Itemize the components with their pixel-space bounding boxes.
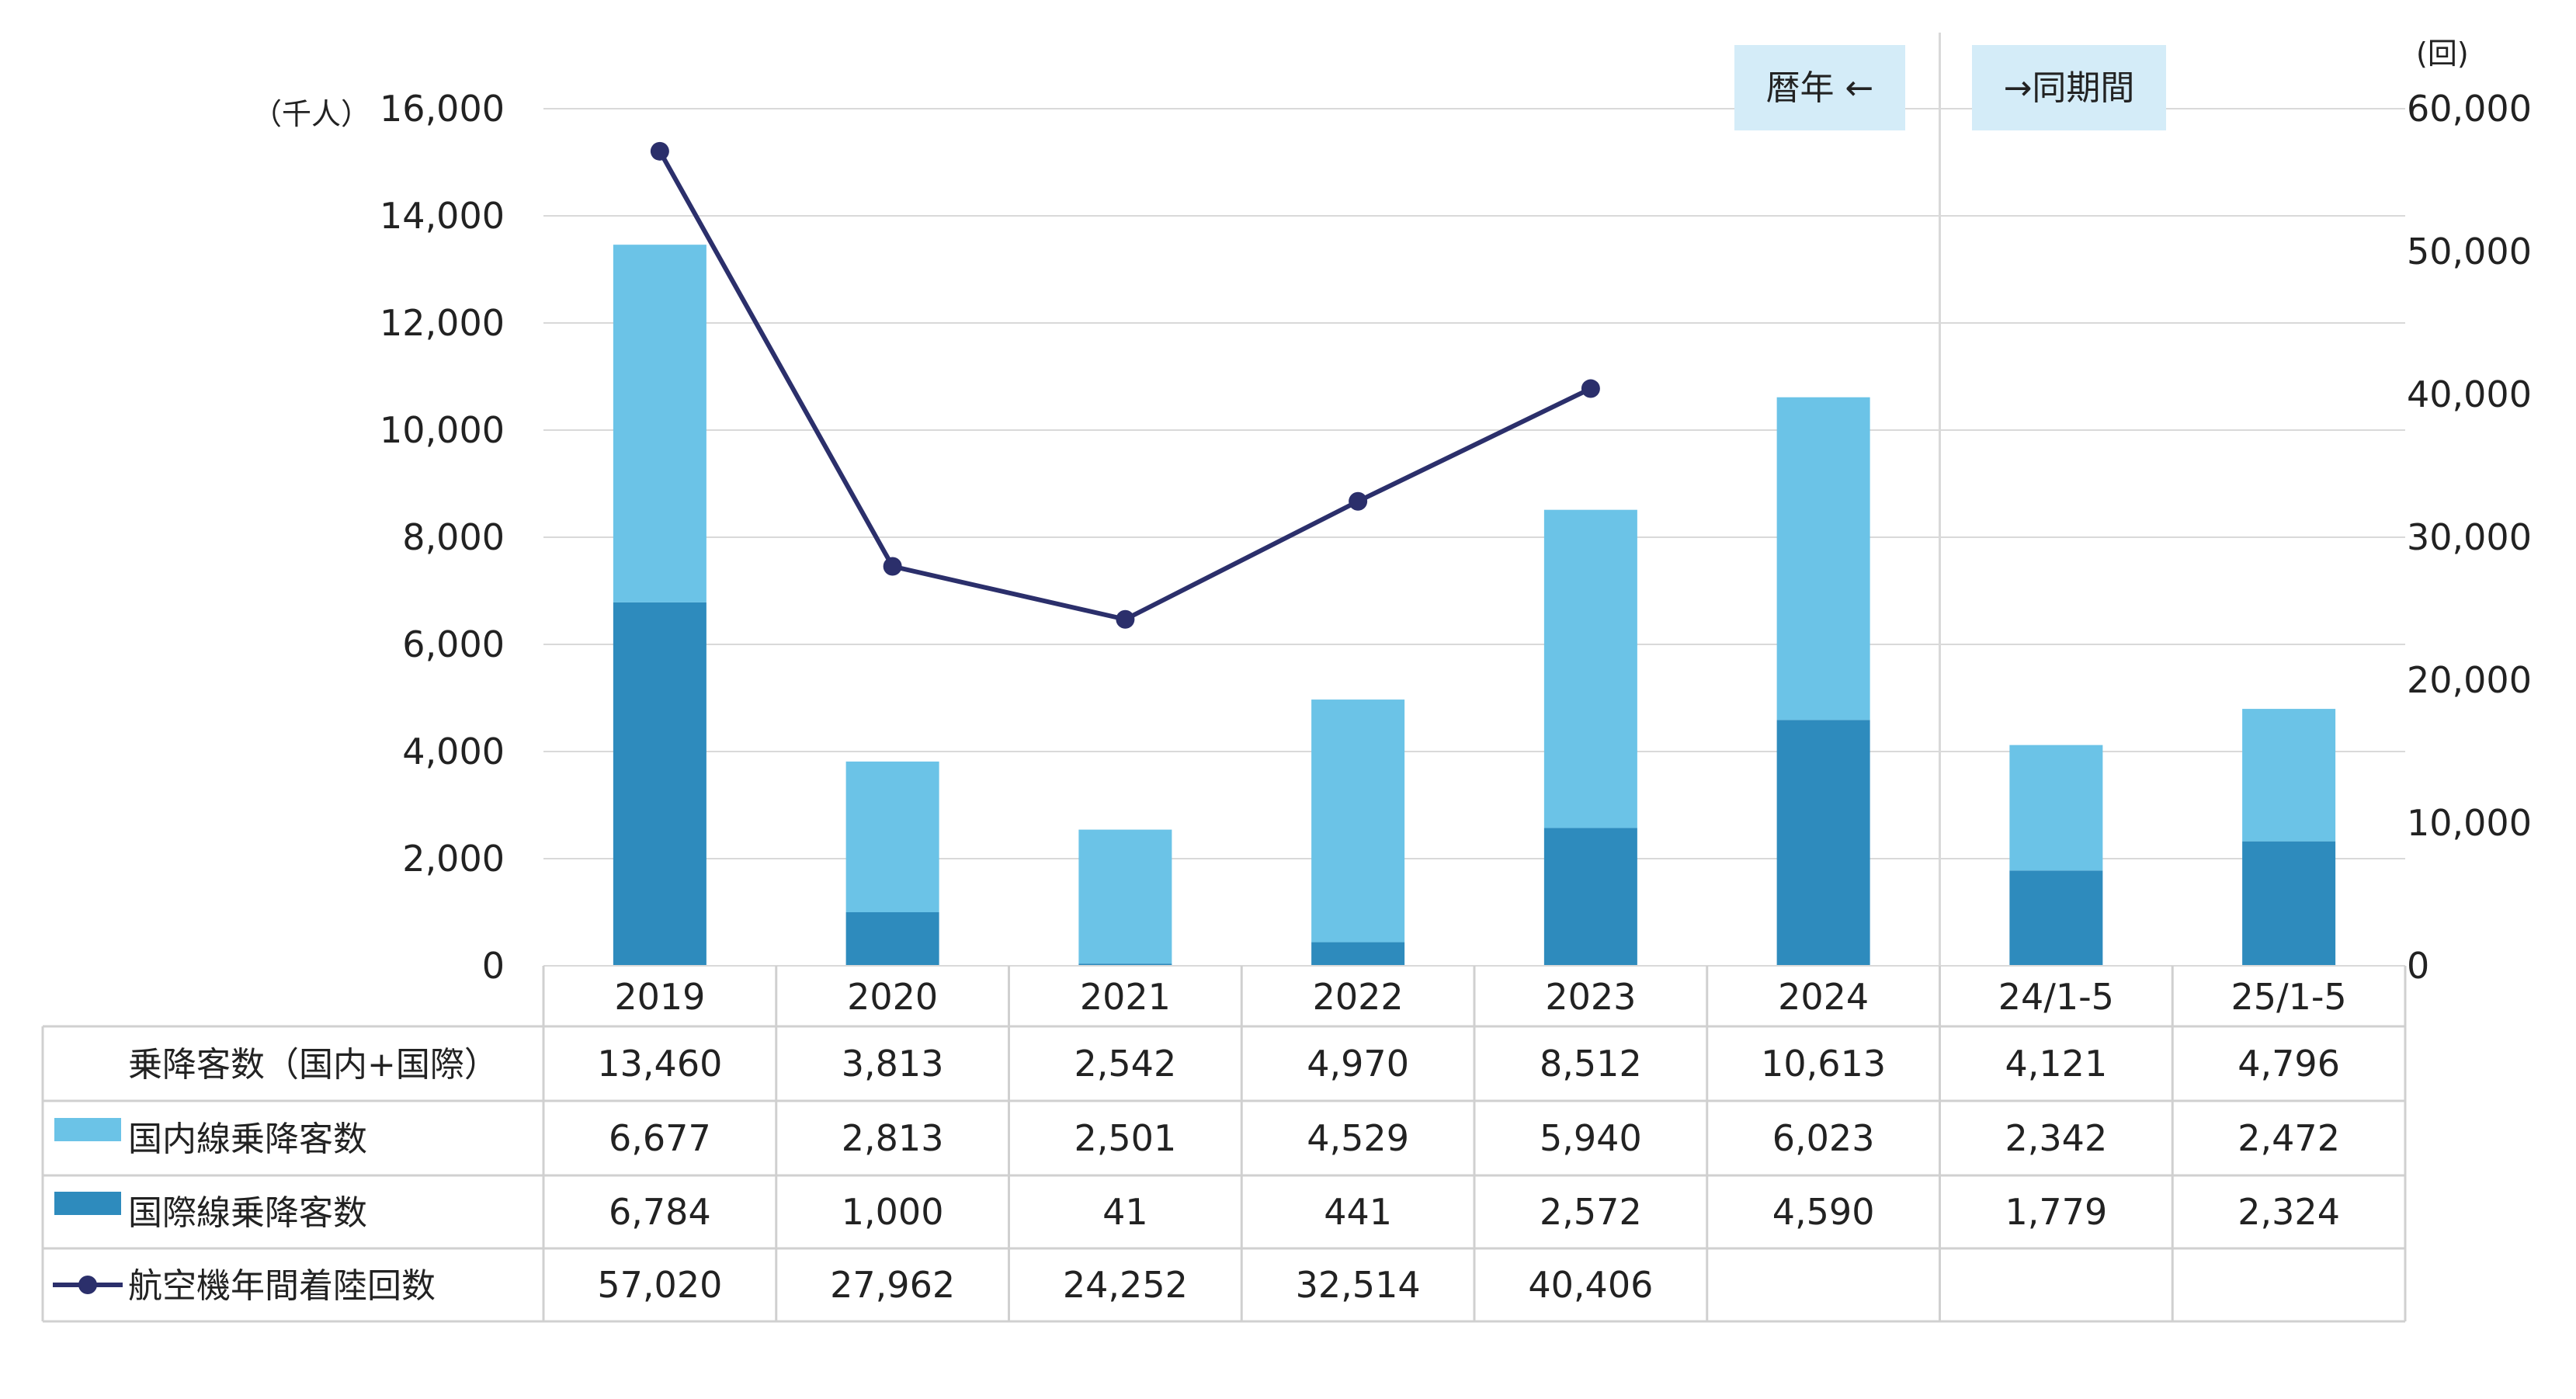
line-point (650, 141, 669, 161)
cell-total: 10,613 (1761, 1043, 1886, 1085)
row-label-landings: 航空機年間着陸回数 (128, 1266, 436, 1306)
y-right-tick-label: 50,000 (2407, 231, 2532, 273)
x-tick-label: 24/1-5 (1998, 976, 2114, 1018)
legend-swatch-international (54, 1192, 121, 1215)
annotation-same-period: →同期間 (2004, 68, 2135, 108)
bar-domestic (613, 245, 706, 602)
cell-domestic: 2,501 (1074, 1117, 1177, 1159)
y-right-tick-label: 30,000 (2407, 516, 2532, 558)
x-tick-label: 2024 (1778, 976, 1869, 1018)
cell-domestic: 5,940 (1540, 1117, 1642, 1159)
y-left-tick-label: 16,000 (380, 88, 505, 130)
line-point (1349, 491, 1368, 511)
cell-domestic: 6,677 (609, 1117, 711, 1159)
x-tick-label: 2021 (1080, 976, 1171, 1018)
y-left-tick-label: 6,000 (402, 623, 505, 665)
cell-total: 2,542 (1074, 1043, 1177, 1085)
y-left-tick-label: 0 (482, 945, 505, 987)
cell-international: 441 (1324, 1191, 1392, 1233)
line-point (883, 557, 902, 576)
x-tick-label: 2022 (1313, 976, 1404, 1018)
y-left-tick-label: 14,000 (380, 195, 505, 237)
y-right-tick-label: 0 (2407, 945, 2429, 987)
y-right-tick-label: 60,000 (2407, 88, 2532, 130)
line-point (1581, 379, 1600, 398)
y-right-unit: (回) (2416, 36, 2469, 71)
x-tick-label: 2019 (614, 976, 705, 1018)
bar-domestic (1543, 509, 1637, 828)
row-label-domestic: 国内線乗降客数 (128, 1120, 367, 1159)
bar-international (1776, 720, 1870, 966)
y-right-tick-label: 20,000 (2407, 659, 2532, 701)
cell-domestic: 2,472 (2238, 1117, 2340, 1159)
bar-domestic (1078, 829, 1172, 964)
row-label-total: 乗降客数（国内+国際） (128, 1045, 498, 1085)
annotation-box-same-period (1972, 45, 2166, 130)
legend-swatch-domestic (54, 1118, 121, 1141)
y-left-tick-label: 12,000 (380, 302, 505, 344)
bar-international (845, 912, 939, 966)
cell-total: 4,970 (1307, 1043, 1409, 1085)
x-tick-label: 25/1-5 (2231, 976, 2347, 1018)
bar-domestic (2242, 709, 2336, 842)
series-line-landings (658, 150, 1592, 622)
bar-domestic (1776, 397, 1870, 720)
bar-international (1311, 942, 1405, 966)
bar-international (2009, 870, 2103, 966)
bar-domestic (2009, 745, 2103, 871)
cell-international: 6,784 (609, 1191, 711, 1233)
y-left-tick-label: 2,000 (402, 838, 505, 880)
bar-international (613, 602, 706, 966)
bar-domestic (1311, 700, 1405, 943)
cell-total: 13,460 (597, 1043, 722, 1085)
y-right-tick-label: 40,000 (2407, 373, 2532, 415)
cell-landings: 57,020 (597, 1264, 722, 1306)
y-right-tick-label: 10,000 (2407, 802, 2532, 844)
cell-total: 3,813 (842, 1043, 944, 1085)
row-label-international: 国際線乗降客数 (128, 1193, 367, 1233)
cell-domestic: 6,023 (1772, 1117, 1875, 1159)
y-left-tick-label: 4,000 (402, 731, 505, 772)
cell-total: 4,121 (2005, 1043, 2108, 1085)
cell-total: 4,796 (2238, 1043, 2340, 1085)
cell-international: 4,590 (1772, 1191, 1875, 1233)
x-tick-label: 2020 (847, 976, 938, 1018)
cell-domestic: 2,813 (842, 1117, 944, 1159)
cell-international: 41 (1102, 1191, 1148, 1233)
cell-landings: 40,406 (1528, 1264, 1653, 1306)
bar-international (1078, 963, 1172, 966)
cell-landings: 27,962 (830, 1264, 955, 1306)
cell-domestic: 4,529 (1307, 1117, 1409, 1159)
bar-international (2242, 841, 2336, 966)
cell-landings: 32,514 (1296, 1264, 1421, 1306)
bar-domestic (845, 761, 939, 912)
cell-international: 1,779 (2005, 1191, 2108, 1233)
annotation-box-calendar (1734, 45, 1905, 130)
annotation-calendar: 暦年 ← (1766, 68, 1874, 108)
cell-domestic: 2,342 (2005, 1117, 2108, 1159)
y-left-tick-label: 8,000 (402, 516, 505, 558)
y-left-unit: （千人） (252, 97, 370, 131)
cell-international: 1,000 (842, 1191, 944, 1233)
y-left-tick-label: 10,000 (380, 409, 505, 451)
x-tick-label: 2023 (1545, 976, 1636, 1018)
cell-international: 2,324 (2238, 1191, 2340, 1233)
cell-total: 8,512 (1540, 1043, 1642, 1085)
line-point (1116, 609, 1135, 629)
cell-landings: 24,252 (1063, 1264, 1188, 1306)
cell-international: 2,572 (1540, 1191, 1642, 1233)
bar-international (1543, 828, 1637, 966)
legend-swatch-landings-marker (78, 1276, 97, 1294)
